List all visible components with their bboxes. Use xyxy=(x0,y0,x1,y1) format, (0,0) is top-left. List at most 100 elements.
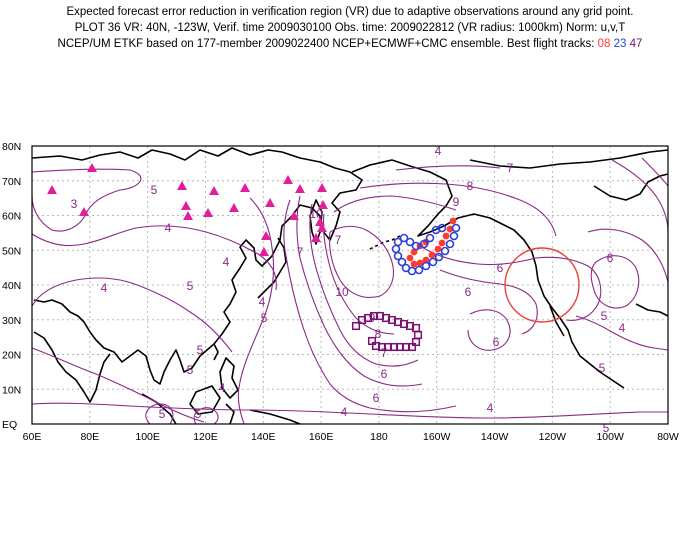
contour-label: 9 xyxy=(369,311,376,325)
track-point-23 xyxy=(449,231,459,241)
track-08-label: 08 xyxy=(597,38,611,50)
latitude-tick-label: 40N xyxy=(2,280,21,292)
taiwan-coast xyxy=(213,343,219,361)
longitude-tick-label: 120W xyxy=(539,431,567,443)
latitude-labels: 80N 70N 60N 50N 40N 30N 20N 10N EQ xyxy=(2,141,21,431)
latitude-tick-label: 50N xyxy=(2,245,21,257)
contour-line xyxy=(31,402,668,419)
title-line-3: NCEP/UM ETKF based on 177-member 2009022… xyxy=(0,36,700,53)
contour-label: 4 xyxy=(165,221,172,235)
observation-site-triangle xyxy=(311,233,321,242)
philippines-coast xyxy=(219,357,239,399)
contour-line xyxy=(575,315,669,351)
contour-line xyxy=(333,195,457,213)
contour-label: 4 xyxy=(219,381,226,395)
observation-site-triangle xyxy=(183,211,193,220)
contour-line xyxy=(283,199,457,413)
eurasia-coast xyxy=(31,147,363,385)
track-point-23 xyxy=(397,257,407,267)
track-point-23 xyxy=(411,241,421,251)
contour-line xyxy=(322,213,395,335)
observation-sites xyxy=(47,163,328,256)
track-point-23 xyxy=(391,244,401,254)
contour-label: 7 xyxy=(335,233,342,247)
observation-site-triangle xyxy=(177,181,187,190)
track-point-47 xyxy=(413,330,423,340)
contour-label: 5 xyxy=(187,279,194,293)
canada-arctic-coast xyxy=(469,149,669,169)
contour-line xyxy=(145,403,174,425)
contour-label: 4 xyxy=(223,255,230,269)
longitude-tick-label: 80W xyxy=(657,431,679,443)
contour-label: 6 xyxy=(493,335,500,349)
verification-region-circle xyxy=(504,247,580,323)
contour-lines xyxy=(31,157,669,425)
coastlines xyxy=(31,147,669,425)
observation-site-triangle xyxy=(259,247,269,256)
observation-site-triangle xyxy=(240,183,250,192)
contour-line xyxy=(31,168,142,232)
contour-label: 8 xyxy=(467,179,474,193)
contour-line xyxy=(611,159,669,233)
contour-label: 7 xyxy=(507,161,514,175)
longitude-tick-label: 160E xyxy=(309,431,334,443)
observation-site-triangle xyxy=(79,207,89,216)
track-23-label: 23 xyxy=(613,38,627,50)
observation-site-triangle xyxy=(47,185,57,194)
track-point-23 xyxy=(399,233,409,243)
contour-label: 10 xyxy=(309,207,323,221)
track-point-23 xyxy=(428,257,438,267)
track-point-23 xyxy=(437,223,447,233)
north-america-coast xyxy=(351,159,625,389)
longitude-tick-label: 140E xyxy=(251,431,276,443)
contour-line xyxy=(439,269,538,335)
track-point-23 xyxy=(401,263,411,273)
baja-coast xyxy=(549,305,565,337)
contour-line xyxy=(237,197,275,425)
observation-site-triangle xyxy=(203,208,213,217)
observation-site-triangle xyxy=(261,231,271,240)
contour-label: 5 xyxy=(195,407,202,421)
india-coast xyxy=(33,331,111,403)
contour-label: 5 xyxy=(197,343,204,357)
track-point-23 xyxy=(440,246,450,256)
longitude-tick-label: 60E xyxy=(23,431,42,443)
contour-line xyxy=(395,165,501,171)
track-point-23 xyxy=(405,237,415,247)
flight-track-47 xyxy=(351,311,423,352)
track-point-23 xyxy=(451,223,461,233)
contour-label: 6 xyxy=(381,367,388,381)
track-point-08 xyxy=(446,225,454,233)
contour-line xyxy=(590,255,640,309)
contour-label: 4 xyxy=(341,405,348,419)
new-guinea-coast xyxy=(249,409,301,425)
latitude-tick-label: 30N xyxy=(2,315,21,327)
contour-label: 7 xyxy=(297,245,304,259)
track-point-08 xyxy=(434,245,442,253)
longitude-tick-label: 100E xyxy=(135,431,160,443)
track-47-label: 47 xyxy=(629,38,643,50)
observation-site-triangle xyxy=(209,186,219,195)
contour-label: 5 xyxy=(599,361,606,375)
observation-site-triangle xyxy=(318,200,328,209)
borneo-coast xyxy=(189,385,221,415)
observation-site-triangle xyxy=(229,203,239,212)
latitude-tick-label: 80N xyxy=(2,141,21,153)
observation-site-triangle xyxy=(289,211,299,220)
contour-line xyxy=(296,195,423,387)
track-point-08 xyxy=(442,232,450,240)
observation-site-triangle xyxy=(315,217,325,226)
gulf-coast xyxy=(635,303,669,317)
contour-label: 6 xyxy=(373,391,380,405)
contour-label: 4 xyxy=(259,295,266,309)
contour-line xyxy=(31,225,277,291)
contour-label: 6 xyxy=(607,251,614,265)
observation-site-triangle xyxy=(295,184,305,193)
observation-site-triangle xyxy=(317,183,327,192)
longitude-tick-label: 80E xyxy=(80,431,99,443)
track-point-23 xyxy=(393,251,403,261)
contour-line xyxy=(309,203,419,367)
contour-line xyxy=(31,347,205,423)
